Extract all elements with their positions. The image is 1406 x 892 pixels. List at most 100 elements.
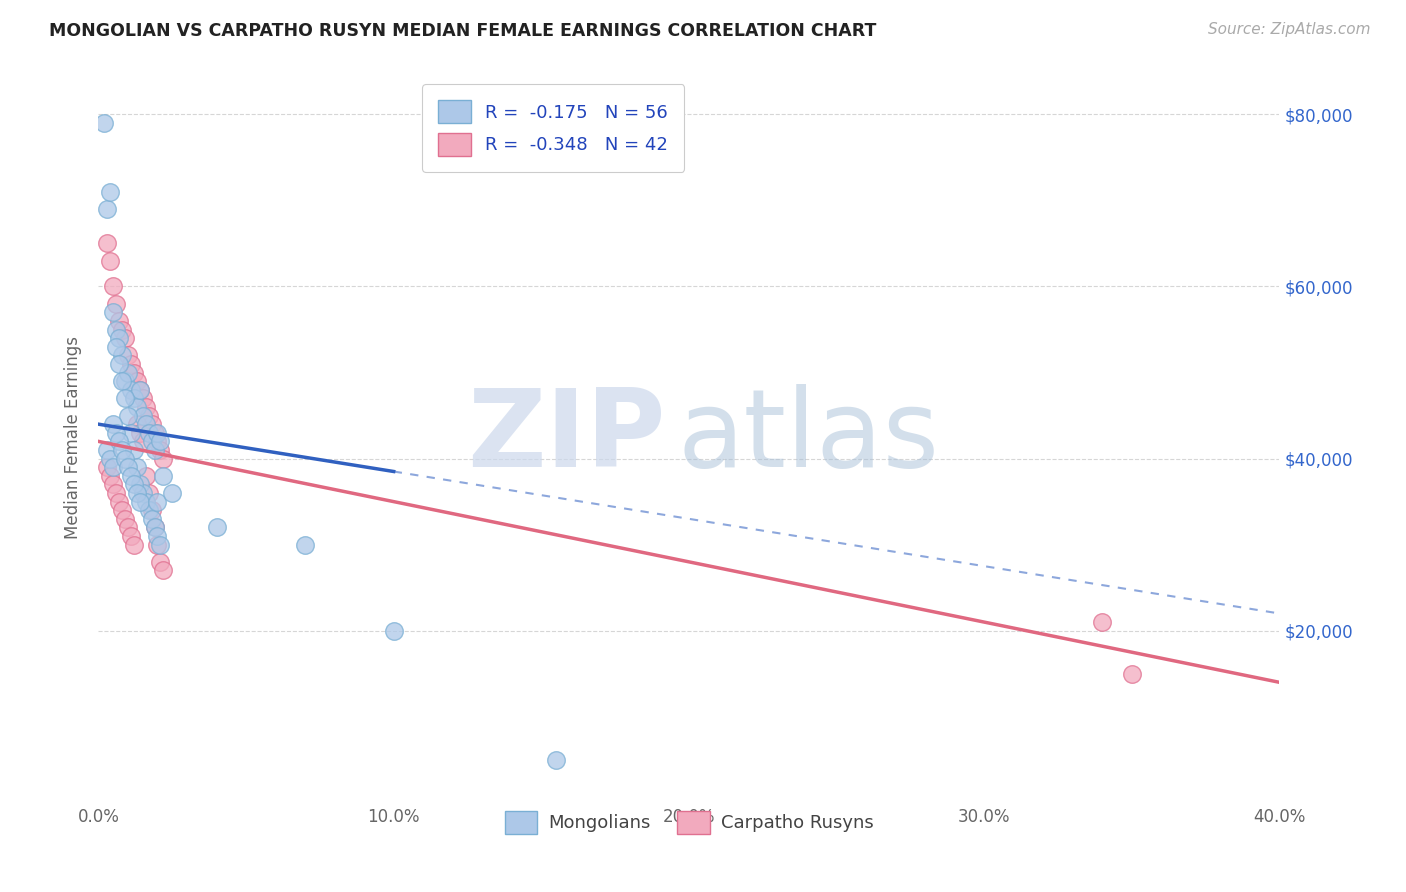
Point [111,374,134,388]
Point [132,434,155,449]
Point [382,624,405,638]
Point [117,409,139,423]
Point [103,305,125,319]
Point [98,468,121,483]
Text: MONGOLIAN VS CARPATHO RUSYN MEDIAN FEMALE EARNINGS CORRELATION CHART: MONGOLIAN VS CARPATHO RUSYN MEDIAN FEMAL… [49,22,876,40]
Point [146,538,169,552]
Point [114,512,136,526]
Point [117,520,139,534]
Point [135,400,157,414]
Point [135,417,157,432]
Point [146,494,169,508]
Point [128,477,150,491]
Point [114,392,136,406]
Point [125,374,148,388]
Point [141,503,163,517]
Text: atlas: atlas [678,384,939,490]
Point [138,409,160,423]
Point [103,417,125,432]
Point [120,529,142,543]
Point [120,425,142,440]
Point [108,357,131,371]
Point [146,434,169,449]
Point [146,529,169,543]
Point [120,468,142,483]
Point [138,486,160,500]
Point [125,417,148,432]
Point [105,486,128,500]
Point [120,357,142,371]
Point [149,538,172,552]
Point [96,202,118,216]
Point [128,494,150,508]
Point [128,383,150,397]
Text: Source: ZipAtlas.com: Source: ZipAtlas.com [1208,22,1371,37]
Point [149,434,172,449]
Point [125,460,148,475]
Point [111,322,134,336]
Point [114,374,136,388]
Point [132,409,155,423]
Point [122,392,145,406]
Point [98,451,121,466]
Point [149,555,172,569]
Point [143,520,166,534]
Point [152,564,174,578]
Point [108,494,131,508]
Point [108,434,131,449]
Point [98,253,121,268]
Point [138,503,160,517]
Point [143,425,166,440]
Point [93,116,115,130]
Point [105,296,128,310]
Point [146,425,169,440]
Point [117,366,139,380]
Point [152,451,174,466]
Point [1091,615,1114,629]
Point [128,383,150,397]
Y-axis label: Median Female Earnings: Median Female Earnings [65,335,83,539]
Point [132,392,155,406]
Point [135,468,157,483]
Point [108,314,131,328]
Point [546,753,568,767]
Point [103,477,125,491]
Point [149,442,172,457]
Point [111,442,134,457]
Point [114,451,136,466]
Point [117,348,139,362]
Point [117,460,139,475]
Point [108,331,131,345]
Point [125,400,148,414]
Point [122,477,145,491]
Point [141,417,163,432]
Point [105,322,128,336]
Point [143,520,166,534]
Point [111,503,134,517]
Point [98,185,121,199]
Point [128,425,150,440]
Point [105,425,128,440]
Point [103,460,125,475]
Point [103,279,125,293]
Point [122,538,145,552]
Point [111,348,134,362]
Point [96,460,118,475]
Point [294,538,316,552]
Point [96,442,118,457]
Legend: Mongolians, Carpatho Rusyns: Mongolians, Carpatho Rusyns [498,804,880,841]
Point [120,383,142,397]
Point [125,486,148,500]
Point [162,486,183,500]
Point [114,331,136,345]
Point [138,425,160,440]
Point [135,494,157,508]
Point [105,340,128,354]
Point [141,512,163,526]
Text: ZIP: ZIP [467,384,665,490]
Point [122,366,145,380]
Point [122,442,145,457]
Point [152,468,174,483]
Point [96,236,118,251]
Point [205,520,228,534]
